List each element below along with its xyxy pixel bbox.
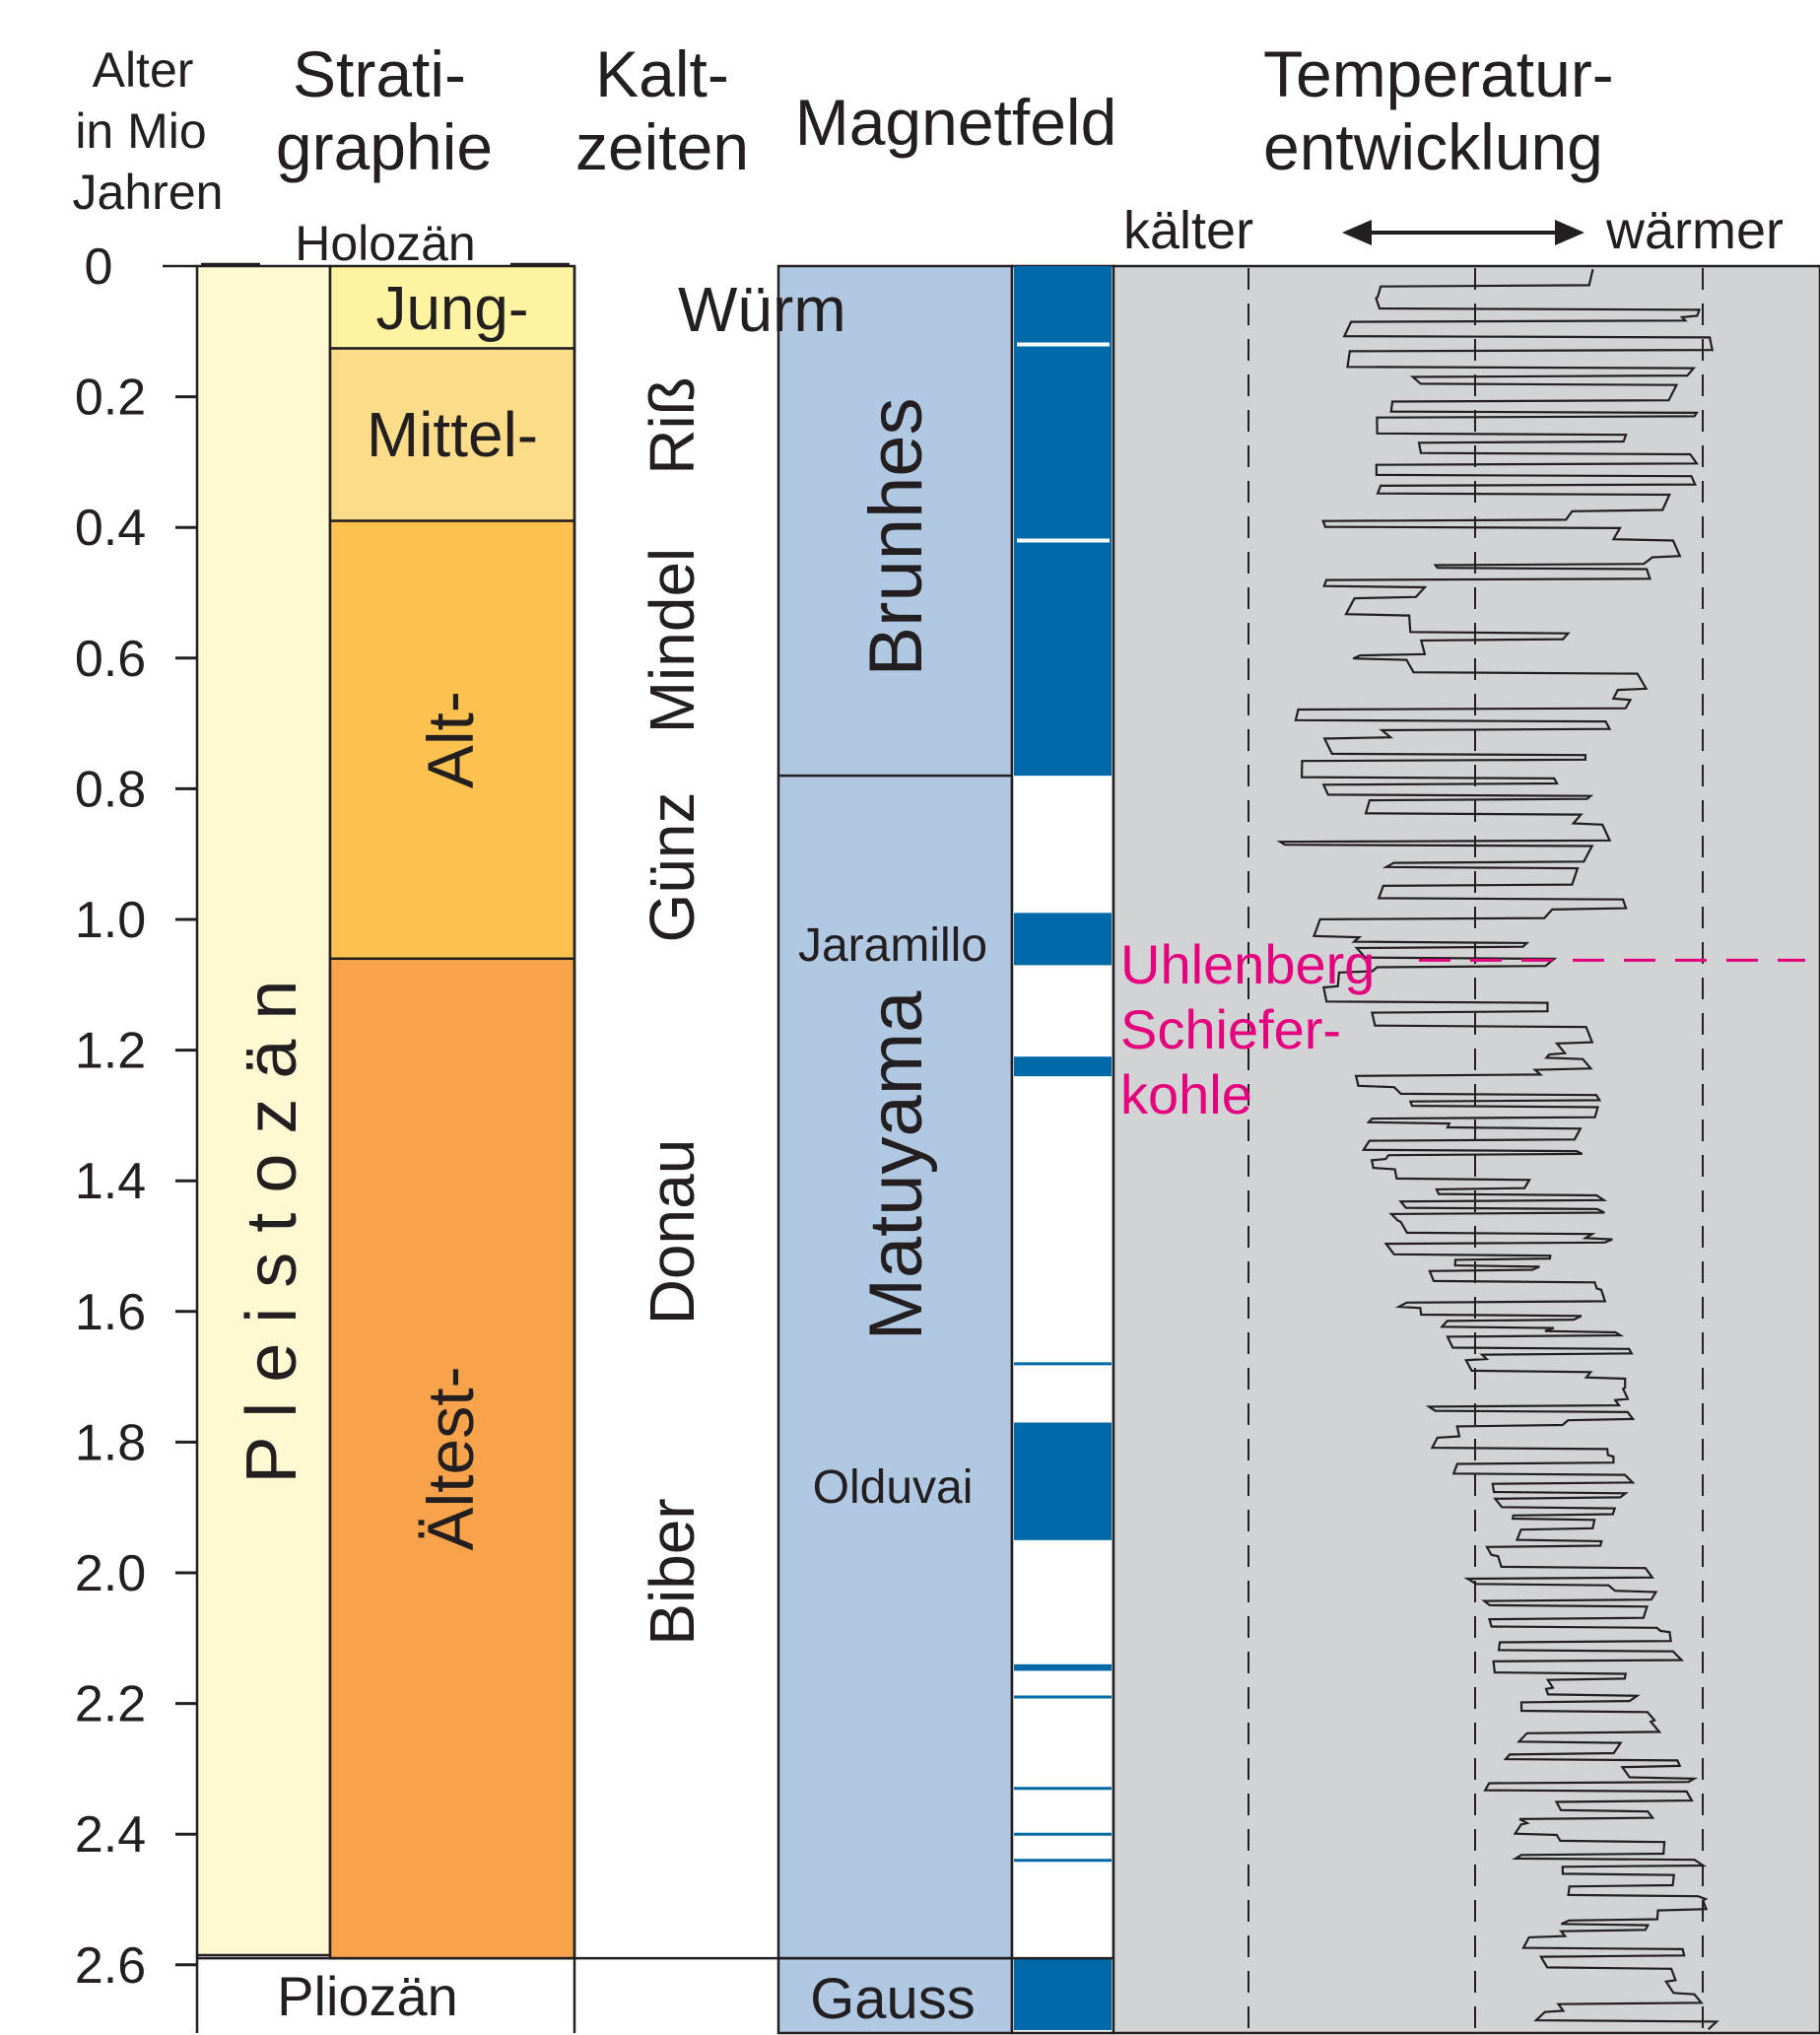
header-age-line1: Alter [93,42,194,98]
header-cold-line2: zeiten [575,110,749,183]
uhlenberg-label-line: Uhlenberg [1120,933,1375,995]
header-strat-line2: graphie [276,110,493,183]
stage-label: Jung- [375,275,528,343]
header-temp-line1: Temperatur- [1263,37,1614,110]
temperature-guide-lines [1247,268,1704,2031]
normal-polarity-band [1014,913,1112,966]
magnetic-chron-column [776,264,1014,2035]
stage-label: Mittel- [367,399,538,470]
chron-label: Gauss [810,1967,976,2031]
uhlenberg-label-line: kohle [1120,1063,1252,1125]
uhlenberg-label-line: Schiefer- [1120,998,1341,1060]
cold-period-label: Günz [637,792,708,943]
age-tick-label: 2.0 [75,1545,146,1602]
olduvai-label: Olduvai [813,1461,974,1514]
pleistocene-label: P l e i s t o z ä n [233,981,311,1484]
pliocene-label: Pliozän [277,1965,458,2027]
double-arrow-icon [1342,220,1584,245]
stage-column: Jung- Mittel- Alt- Ältest- [328,264,576,1960]
age-tick-label: 1.2 [75,1023,146,1080]
normal-polarity-band [1014,1958,1112,2031]
chron-labels: Brunhes Matuyama Gauss [778,397,1012,2031]
jaramillo-label: Jaramillo [798,919,987,972]
header-stratigraphy: Strati- graphie [276,37,493,183]
label-colder: kälter [1123,201,1253,260]
stage-label: Ältest- [414,1366,487,1550]
age-tick-label: 0.2 [75,370,146,427]
cold-period-label: Mindel [637,548,708,734]
normal-polarity-band [1014,266,1112,777]
chron-label: Matuyama [854,990,938,1341]
age-tick-label: 0 [85,238,113,296]
header-temperature: Temperatur- entwicklung [1263,37,1614,183]
cold-period-label: Biber [637,1498,708,1645]
age-tick-label: 2.4 [75,1806,146,1864]
cold-period-label: Riß [637,376,708,475]
age-tick-label: 0.8 [75,761,146,818]
age-tick-label: 1.0 [75,892,146,949]
header-temp-line2: entwicklung [1263,110,1603,183]
age-tick-label: 2.6 [75,1937,146,1995]
normal-polarity-band [1014,1663,1112,1671]
stage-band [328,264,576,350]
age-tick-label: 0.6 [75,631,146,688]
header-cold-line1: Kalt- [595,37,729,110]
age-tick-label: 2.2 [75,1676,146,1733]
header-magnetic-field: Magnetfeld [795,86,1117,159]
header-age-line2: in Mio [75,103,206,159]
temperature-curve [1276,269,1719,2031]
age-tick-label: 1.6 [75,1284,146,1341]
polarity-bands [1014,266,1112,2031]
holocene-label: Holozän [295,216,475,271]
stage-label: Alt- [414,691,487,788]
label-warmer: wärmer [1605,201,1784,260]
age-tick-label: 0.4 [75,500,146,557]
cold-period-label: Würm [678,274,846,345]
normal-polarity-band [1014,1056,1112,1077]
cold-period-label: Donau [637,1139,708,1325]
chron-label: Brunhes [854,397,938,676]
cold-period-labels: Würm Riß Mindel Günz Donau Biber [637,274,846,1646]
age-tick-label: 1.4 [75,1153,146,1210]
pleistocene-column [195,264,332,1957]
age-tick-label: 1.8 [75,1414,146,1471]
header-strat-line1: Strati- [293,37,466,110]
normal-polarity-band [1014,1422,1112,1540]
header-age: Alter in Mio Jahren [73,42,224,220]
age-axis: 0 0.2 0.4 0.6 0.8 1.0 1.2 1.4 1.6 1.8 2.0 2.2 2.4 2.6 [75,238,197,1995]
header-age-line3: Jahren [73,165,224,220]
header-cold-periods: Kalt- zeiten [575,37,749,183]
